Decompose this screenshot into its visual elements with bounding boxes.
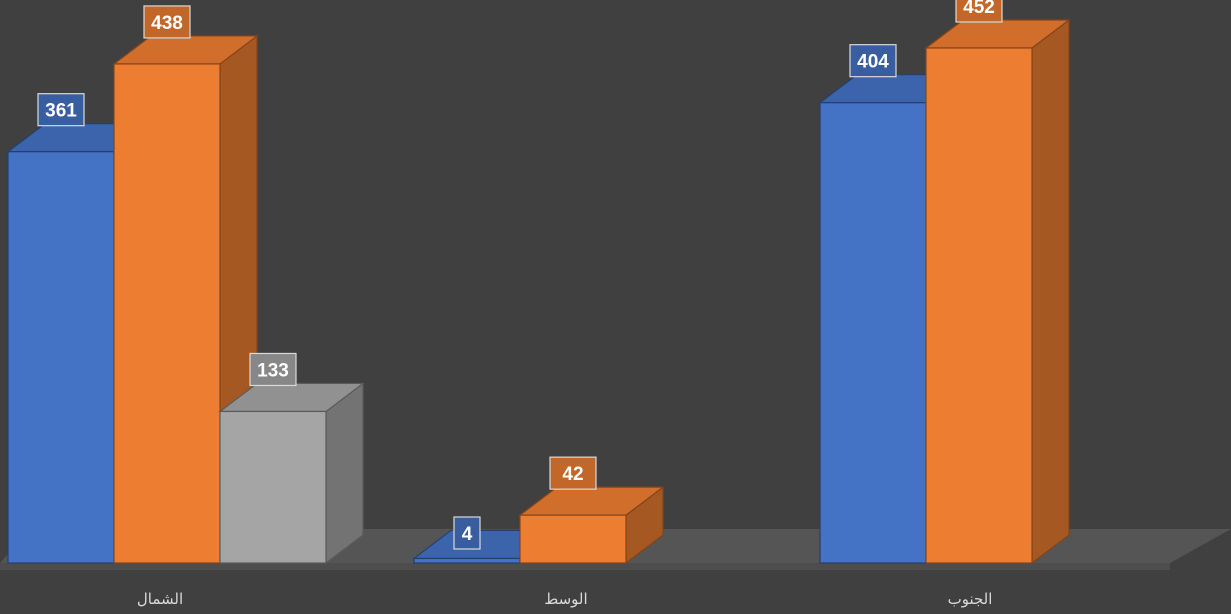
data-label-text: 4 — [462, 524, 473, 545]
category-label: الجنوب — [948, 590, 993, 608]
data-label: 404 — [849, 44, 897, 78]
data-label-text: 438 — [151, 13, 183, 34]
bar — [924, 18, 1071, 565]
data-label: 452 — [955, 0, 1003, 23]
data-label-text: 404 — [857, 52, 889, 73]
data-label-text: 452 — [963, 0, 995, 18]
data-label-text: 361 — [45, 101, 77, 122]
bar — [218, 382, 365, 565]
data-label-text: 133 — [257, 360, 289, 381]
category-label: الشمال — [137, 590, 183, 608]
data-label: 42 — [549, 456, 597, 490]
data-label-text: 42 — [562, 464, 583, 485]
bar — [518, 485, 665, 565]
category-label: الوسط — [544, 590, 587, 608]
data-label: 133 — [249, 352, 297, 387]
chart-floor-edge — [0, 563, 1170, 570]
data-label: 438 — [143, 5, 191, 39]
data-label: 4 — [453, 516, 481, 550]
data-label: 361 — [37, 93, 85, 127]
